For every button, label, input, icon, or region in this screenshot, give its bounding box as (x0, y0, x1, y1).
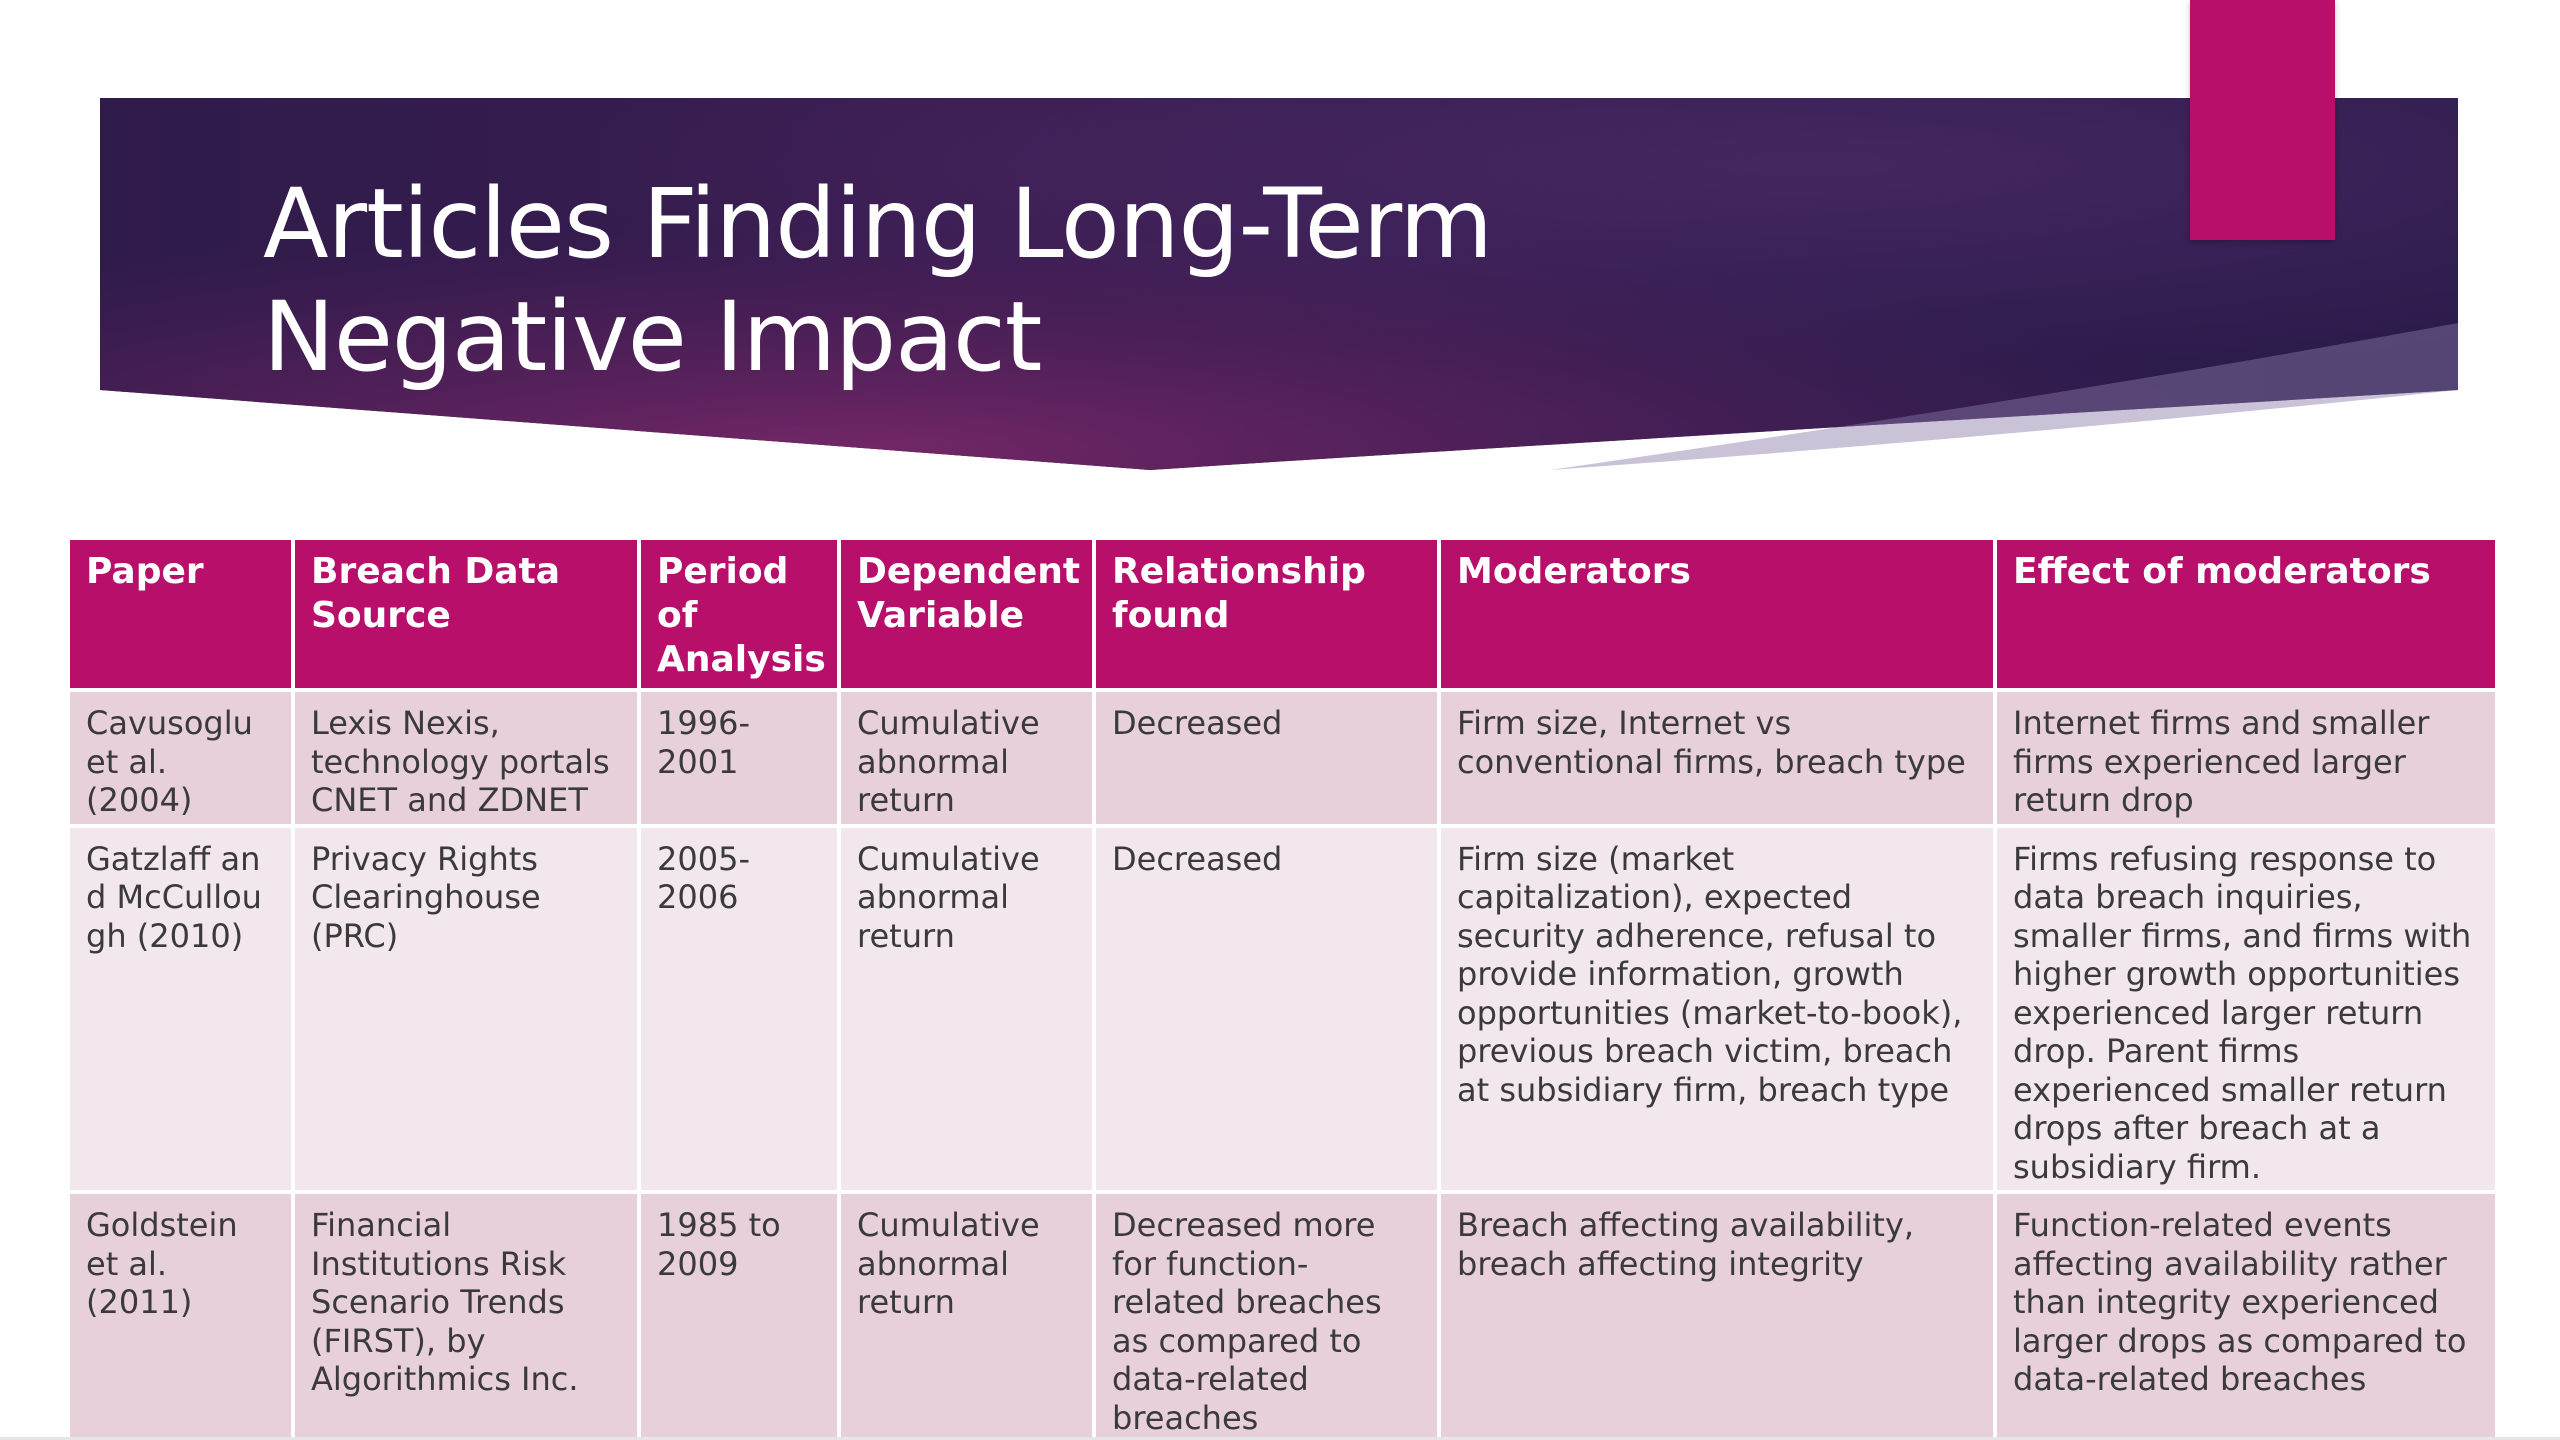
cell-period: 1985 to 2009 (637, 1190, 841, 1440)
slide-title-line-2: Negative Impact (263, 281, 1042, 393)
header-relationship-found: Relationship found (1092, 536, 1441, 692)
header-dependent-variable: Dependent Variable (837, 536, 1096, 692)
cell-source: Privacy Rights Clearinghouse (PRC) (291, 823, 641, 1194)
table-row: Goldstein et al. (2011) Financial Instit… (66, 1190, 2499, 1440)
slide-title-line-1: Articles Finding Long-Term (263, 168, 1493, 280)
table-header-row: Paper Breach Data Source Period of Analy… (66, 536, 2499, 692)
header-effect-of-moderators: Effect of moderators (1993, 536, 2499, 692)
slide-title: Articles Finding Long-Term Negative Impa… (263, 168, 1863, 394)
cell-paper: Cavusoglu et al. (2004) (66, 688, 295, 828)
cell-dependent: Cumulative abnormal return (837, 688, 1096, 828)
cell-moderators: Firm size (market capitalization), expec… (1437, 823, 1997, 1194)
table-row: Cavusoglu et al. (2004) Lexis Nexis, tec… (66, 688, 2499, 828)
cell-moderators: Firm size, Internet vs conventional firm… (1437, 688, 1997, 828)
cell-relationship: Decreased more for function-related brea… (1092, 1190, 1441, 1440)
bottom-divider (0, 1437, 2560, 1440)
header-breach-data-source: Breach Data Source (291, 536, 641, 692)
cell-paper: Gatzlaff and McCullough (2010) (66, 823, 295, 1194)
cell-source: Lexis Nexis, technology portals CNET and… (291, 688, 641, 828)
cell-period: 2005-2006 (637, 823, 841, 1194)
cell-dependent: Cumulative abnormal return (837, 1190, 1096, 1440)
cell-relationship: Decreased (1092, 688, 1441, 828)
cell-moderators: Breach affecting availability, breach af… (1437, 1190, 1997, 1440)
cell-relationship: Decreased (1092, 823, 1441, 1194)
title-banner (100, 98, 2458, 470)
cell-effect: Internet firms and smaller firms experie… (1993, 688, 2499, 828)
cell-period: 1996-2001 (637, 688, 841, 828)
cell-source: Financial Institutions Risk Scenario Tre… (291, 1190, 641, 1440)
header-period-of-analysis: Period of Analysis (637, 536, 841, 692)
cell-paper: Goldstein et al. (2011) (66, 1190, 295, 1440)
header-paper: Paper (66, 536, 295, 692)
header-moderators: Moderators (1437, 536, 1997, 692)
accent-tab (2190, 0, 2335, 240)
table-row: Gatzlaff and McCullough (2010) Privacy R… (66, 823, 2499, 1194)
cell-effect: Firms refusing response to data breach i… (1993, 823, 2499, 1194)
cell-dependent: Cumulative abnormal return (837, 823, 1096, 1194)
studies-table: Paper Breach Data Source Period of Analy… (66, 536, 2499, 1440)
cell-effect: Function-related events affecting availa… (1993, 1190, 2499, 1440)
